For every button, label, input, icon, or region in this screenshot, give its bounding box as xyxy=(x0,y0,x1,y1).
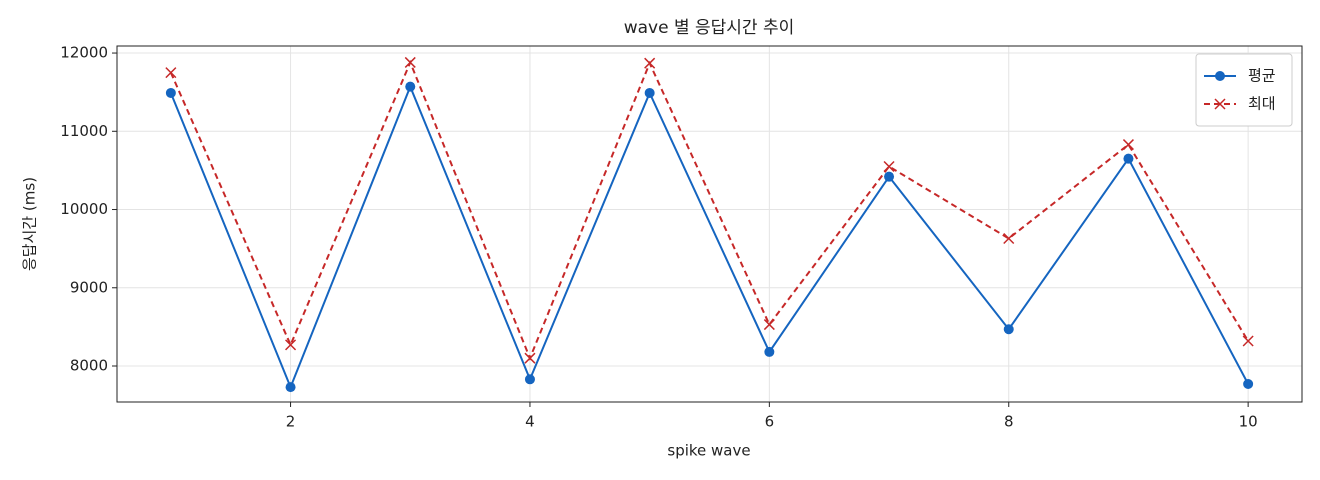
marker xyxy=(285,382,296,393)
marker xyxy=(883,160,895,173)
marker xyxy=(1123,153,1134,164)
marker xyxy=(165,87,176,98)
marker xyxy=(524,374,535,385)
x-tick-label: 10 xyxy=(1239,413,1258,431)
y-tick-label: 10000 xyxy=(60,200,108,218)
y-tick-label: 11000 xyxy=(60,122,108,140)
legend-marker xyxy=(1215,71,1225,81)
marker xyxy=(285,339,297,351)
chart-title: wave 별 응답시간 추이 xyxy=(624,18,795,38)
legend-label: 최대 xyxy=(1248,95,1276,113)
marker xyxy=(884,171,895,182)
series-line xyxy=(169,59,1249,361)
marker xyxy=(763,319,775,331)
marker xyxy=(165,67,177,79)
x-tick-label: 4 xyxy=(525,413,535,431)
marker xyxy=(644,87,655,98)
y-tick-label: 8000 xyxy=(70,357,108,375)
x-tick-label: 8 xyxy=(1004,413,1014,431)
marker xyxy=(404,56,416,68)
marker xyxy=(1243,379,1254,390)
marker xyxy=(405,81,416,92)
series-line xyxy=(169,84,1250,390)
marker xyxy=(1003,324,1014,335)
x-axis-label: spike wave xyxy=(667,442,750,460)
marker xyxy=(1003,232,1015,245)
legend-marker xyxy=(1214,98,1226,110)
y-tick-label: 9000 xyxy=(70,278,108,296)
marker xyxy=(1242,335,1254,347)
y-axis-label: 응답시간 (ms) xyxy=(21,177,39,271)
plot-frame xyxy=(116,45,1303,403)
marker xyxy=(644,57,656,69)
x-tick-label: 2 xyxy=(286,413,296,431)
x-tick-label: 6 xyxy=(765,413,775,431)
legend-label: 평균 xyxy=(1248,67,1276,85)
legend-frame xyxy=(1195,53,1293,127)
marker xyxy=(524,352,536,364)
marker xyxy=(764,346,775,357)
marker xyxy=(1122,139,1134,151)
y-tick-label: 12000 xyxy=(60,44,108,62)
